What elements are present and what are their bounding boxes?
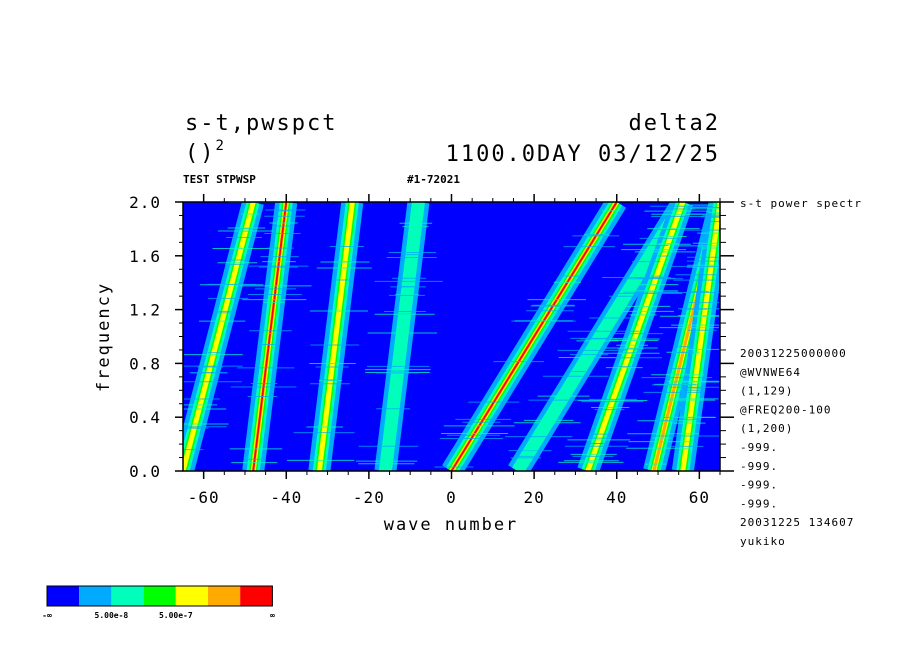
y-axis-title: frequency	[94, 282, 114, 392]
spectral-ridge	[242, 202, 298, 471]
colorbar-label: 5.00e-8	[95, 611, 129, 620]
colorbar-swatch	[111, 586, 144, 606]
colorbar-label: 5.00e-7	[159, 611, 193, 620]
left-title: s-t,pwspct	[185, 111, 337, 136]
x-tick-label: -20	[353, 488, 385, 507]
x-tick-label: 20	[523, 488, 544, 507]
time-label: 1100.0DAY 03/12/25	[446, 142, 720, 167]
colorbar-swatch	[47, 586, 80, 606]
side-info-title: s-t power spectr	[740, 197, 862, 210]
y-tick-label: 0.4	[129, 408, 161, 427]
ridge-band	[680, 202, 720, 471]
subtitle-mid: #1-72021	[407, 173, 460, 186]
right-title: delta2	[629, 111, 720, 136]
side-info-lines: 20031225000000 @WVNWE64 (1,129) @FREQ200-10…	[740, 347, 854, 548]
ridge-band	[378, 202, 425, 471]
colorbar-swatch	[143, 586, 176, 606]
y-tick-label: 0.0	[129, 462, 161, 481]
x-tick-label: -40	[270, 488, 302, 507]
ridge-band	[512, 202, 689, 471]
x-axis-title: wave number	[384, 515, 519, 535]
spectral-ridge	[374, 202, 430, 471]
spectral-ridge	[671, 202, 720, 471]
side-info-line: 20031225000000	[740, 347, 847, 360]
subtitle-left: TEST STPWSP	[183, 173, 256, 186]
colorbar-swatch	[79, 586, 112, 606]
colorbar-swatch	[240, 586, 273, 606]
x-tick-label: -60	[188, 488, 220, 507]
side-info-line: (1,200)	[740, 422, 793, 435]
units-base: ()	[185, 141, 216, 166]
colorbar: -∞ 5.00e-8 5.00e-7 ∞	[42, 585, 275, 620]
heatmap-layer	[183, 202, 720, 471]
axes: -60 -40 -20 0 20 40 60 0.0 0.4 0.8 1.2 1.6 2.0	[129, 193, 734, 507]
side-info-line: -999.	[740, 441, 778, 454]
side-info-line: -999.	[740, 479, 778, 492]
y-tick-label: 0.8	[129, 354, 161, 373]
side-info-line: @FREQ200-100	[740, 403, 831, 416]
spectral-ridge	[508, 202, 693, 471]
y-tick-label: 1.6	[129, 247, 161, 266]
colorbar-label: ∞	[270, 611, 275, 620]
plot-area	[183, 202, 720, 471]
units-label: ()2	[185, 138, 226, 166]
x-tick-label: 40	[606, 488, 627, 507]
x-tick-label: 0	[446, 488, 457, 507]
noise-streaks	[183, 202, 720, 468]
y-tick-label: 1.2	[129, 301, 161, 320]
y-tick-label: 2.0	[129, 193, 161, 212]
colorbar-label: -∞	[42, 611, 52, 620]
ridge-band	[252, 202, 288, 471]
side-info-line: (1,129)	[740, 385, 793, 398]
ridge-band	[585, 202, 686, 471]
side-info-line: @WVNWE64	[740, 366, 801, 379]
x-tick-label: 60	[689, 488, 710, 507]
spectral-ridge	[183, 202, 264, 471]
side-info-line: 20031225 134607	[740, 516, 854, 529]
units-power: 2	[216, 138, 226, 154]
side-info-line: -999.	[740, 497, 778, 510]
side-info-line: -999.	[740, 460, 778, 473]
side-info-line: yukiko	[740, 535, 786, 548]
colorbar-swatch	[208, 586, 241, 606]
colorbar-frame	[46, 585, 273, 607]
spectral-ridge	[577, 202, 694, 471]
ridge-band	[183, 202, 256, 471]
colorbar-swatch	[175, 586, 208, 606]
